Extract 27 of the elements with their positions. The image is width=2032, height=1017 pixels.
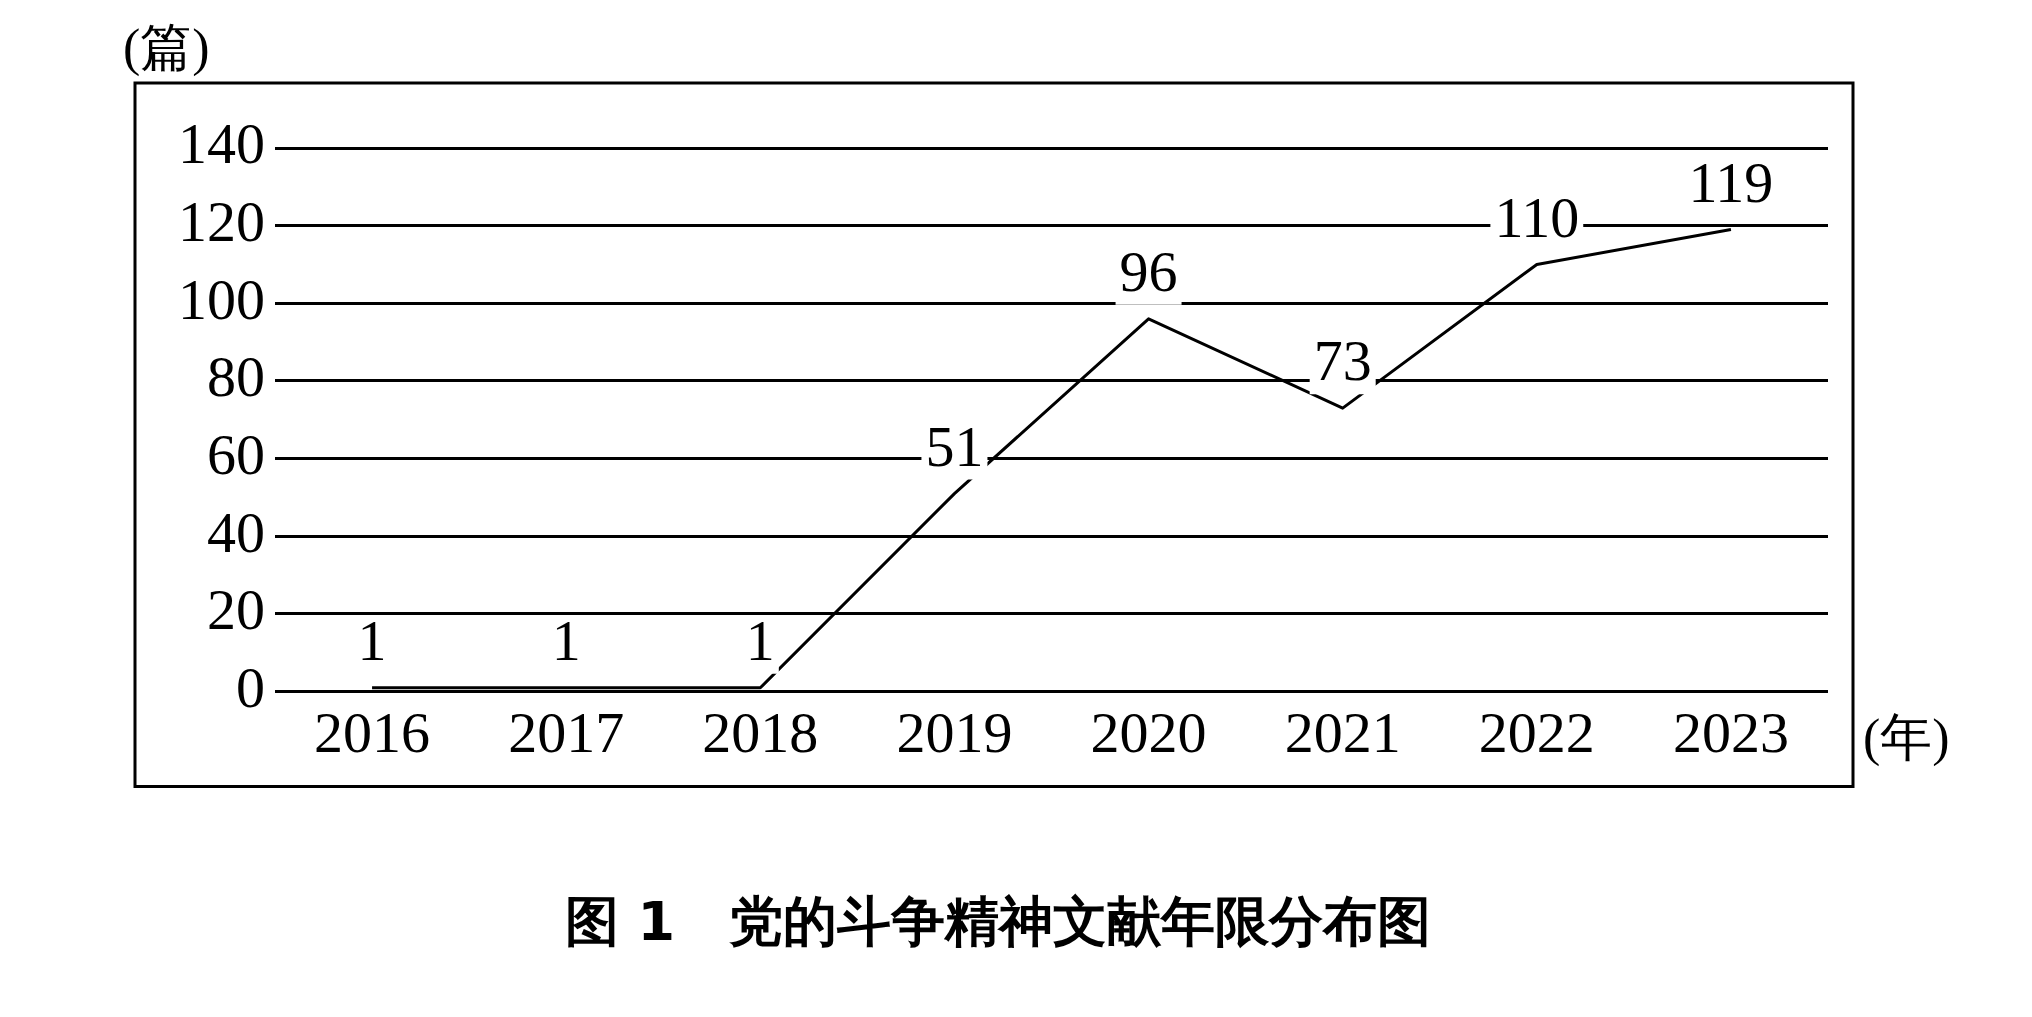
text: 图 1 党的斗争精神文献年限分布图	[564, 889, 1432, 953]
data-label: 1	[745, 607, 775, 673]
y-tick-label: 140	[178, 111, 265, 177]
data-label: 1	[357, 607, 387, 673]
x-tick-label: 2020	[1090, 699, 1207, 765]
y-tick-label: 40	[207, 499, 265, 565]
x-tick-label: 2022	[1478, 699, 1595, 765]
data-label: 110	[1494, 184, 1580, 250]
x-tick-label: 2016	[314, 699, 431, 765]
y-tick-label: 80	[207, 344, 265, 410]
x-tick-label: 2017	[508, 699, 625, 765]
y-tick-label: 20	[207, 577, 265, 643]
data-label: 1	[551, 607, 581, 673]
data-label: 119	[1688, 149, 1774, 215]
y-tick-label: 0	[236, 654, 265, 720]
y-axis-title: (篇)	[123, 18, 210, 77]
y-tick-label: 100	[178, 266, 265, 332]
x-tick-label: 2019	[896, 699, 1013, 765]
data-label: 96	[1119, 239, 1178, 305]
x-axis-title: (年)	[1863, 709, 1950, 768]
x-tick-label: 2018	[702, 699, 819, 765]
data-label: 73	[1313, 328, 1372, 394]
x-tick-label: 2021	[1284, 699, 1401, 765]
y-tick-label: 120	[178, 188, 265, 254]
y-tick-label: 60	[207, 421, 265, 487]
data-label: 51	[925, 413, 984, 479]
x-tick-label: 2023	[1672, 699, 1789, 765]
